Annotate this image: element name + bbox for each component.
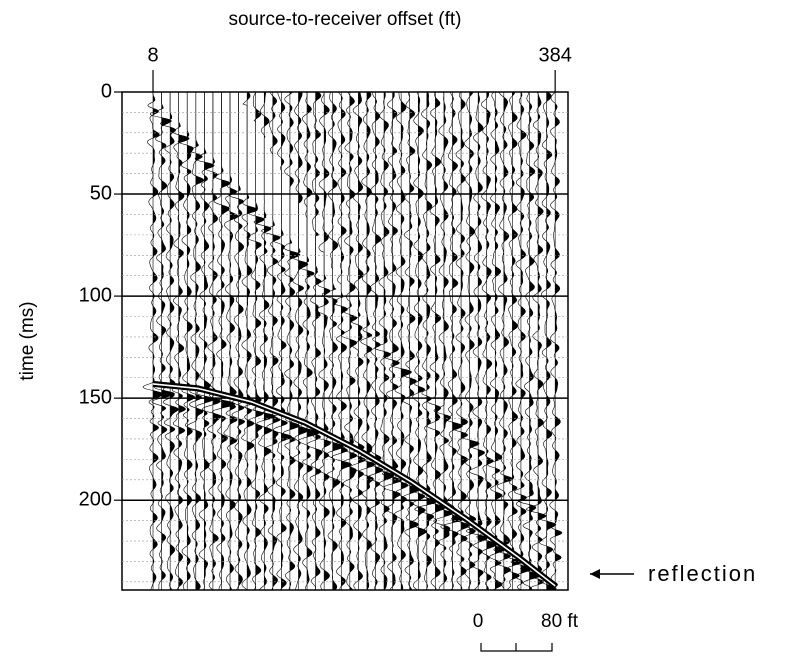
plot-frame: [121, 91, 569, 591]
trace-fill: [435, 92, 445, 590]
trace-wiggle: [504, 91, 522, 591]
trace-fill: [195, 92, 204, 590]
trace-wiggle: [194, 92, 215, 591]
seismic-traces: [142, 91, 563, 591]
trace-fill: [212, 92, 221, 590]
trace-fill: [324, 92, 331, 590]
trace-fill: [332, 92, 344, 590]
trace-wiggle: [244, 91, 265, 591]
y-tick-label: 0: [101, 80, 112, 102]
trace-wiggle: [142, 92, 164, 591]
annotation-arrowhead: [590, 569, 600, 579]
scale-bar: [480, 643, 553, 652]
trace-fill: [281, 92, 292, 590]
trace-wiggle: [440, 91, 465, 591]
trace-fill: [315, 92, 323, 590]
trace-wiggle: [433, 91, 453, 591]
scale-bar-label: 0: [473, 611, 484, 632]
x-tick-label: 384: [538, 44, 571, 66]
trace-wiggle: [465, 92, 488, 591]
y-tick-label: 50: [90, 182, 112, 204]
reflection-curve-inner: [152, 383, 556, 587]
trace-fill: [461, 92, 470, 590]
trace-wiggle: [414, 91, 437, 591]
y-axis-title: time (ms): [17, 301, 38, 380]
trace-wiggle: [306, 91, 323, 591]
trace-wiggle: [493, 91, 514, 591]
trace-fill: [255, 92, 265, 590]
trace-fill: [512, 92, 522, 590]
trace-wiggle: [260, 91, 281, 591]
x-axis-title: source-to-receiver offset (ft): [228, 9, 461, 30]
trace-fill: [538, 92, 546, 590]
trace-wiggle: [149, 92, 176, 590]
trace-wiggle: [450, 91, 470, 591]
trace-fill: [204, 92, 215, 590]
trace-fill: [384, 92, 395, 590]
trace-wiggle: [549, 91, 563, 591]
trace-fill: [238, 92, 245, 590]
y-tick-label: 150: [79, 386, 112, 408]
trace-fill: [555, 92, 562, 590]
trace-wiggle: [321, 91, 344, 591]
y-tick-label: 200: [79, 488, 112, 510]
trace-wiggle: [350, 91, 366, 591]
trace-fill: [401, 92, 412, 590]
trace-wiggle: [402, 92, 420, 591]
trace-wiggle: [283, 91, 301, 591]
trace-wiggle: [289, 91, 309, 591]
trace-wiggle: [171, 92, 190, 591]
trace-fill: [478, 92, 488, 590]
trace-fill: [221, 92, 235, 590]
annotation: reflection: [648, 561, 757, 586]
trace-wiggle: [177, 92, 196, 591]
trace-wiggle: [487, 91, 505, 591]
trace-wiggle: [381, 92, 402, 591]
trace-fill: [443, 92, 452, 590]
trace-wiggle: [510, 91, 533, 591]
trace-fill: [264, 92, 276, 590]
trace-wiggle: [357, 91, 376, 591]
trace-wiggle: [187, 92, 205, 591]
trace-wiggle: [409, 91, 427, 591]
trace-wiggle: [341, 91, 358, 591]
trace-wiggle: [253, 91, 276, 591]
trace-fill: [349, 92, 357, 590]
x-tick-label: 8: [147, 44, 158, 66]
trace-fill: [392, 92, 402, 590]
trace-wiggle: [238, 91, 258, 591]
trace-wiggle: [390, 92, 412, 591]
trace-fill: [230, 92, 238, 590]
trace-wiggle: [228, 92, 246, 591]
trace-fill: [170, 92, 179, 590]
scale-bar-label: 80 ft: [541, 611, 579, 632]
trace-wiggle: [476, 91, 498, 591]
trace-wiggle: [525, 91, 547, 591]
trace-wiggle: [212, 92, 236, 591]
trace-fill: [366, 92, 375, 590]
trace-fill: [452, 92, 464, 590]
trace-fill: [546, 92, 557, 590]
trace-wiggle: [518, 91, 541, 591]
trace-wiggle: [312, 91, 332, 591]
trace-fill: [418, 92, 427, 590]
trace-wiggle: [537, 91, 557, 591]
trace-wiggle: [297, 91, 320, 591]
trace-wiggle: [461, 91, 480, 590]
trace-fill: [161, 92, 175, 590]
trace-wiggle: [367, 91, 384, 591]
trace-fill: [375, 92, 383, 590]
y-tick-label: 100: [79, 284, 112, 306]
trace-wiggle: [160, 92, 179, 591]
trace-fill: [341, 92, 352, 590]
trace-fill: [298, 92, 309, 590]
trace-fill: [358, 92, 366, 590]
trace-wiggle: [331, 91, 353, 591]
trace-fill: [272, 92, 281, 590]
trace-fill: [409, 92, 420, 590]
trace-wiggle: [272, 91, 293, 591]
